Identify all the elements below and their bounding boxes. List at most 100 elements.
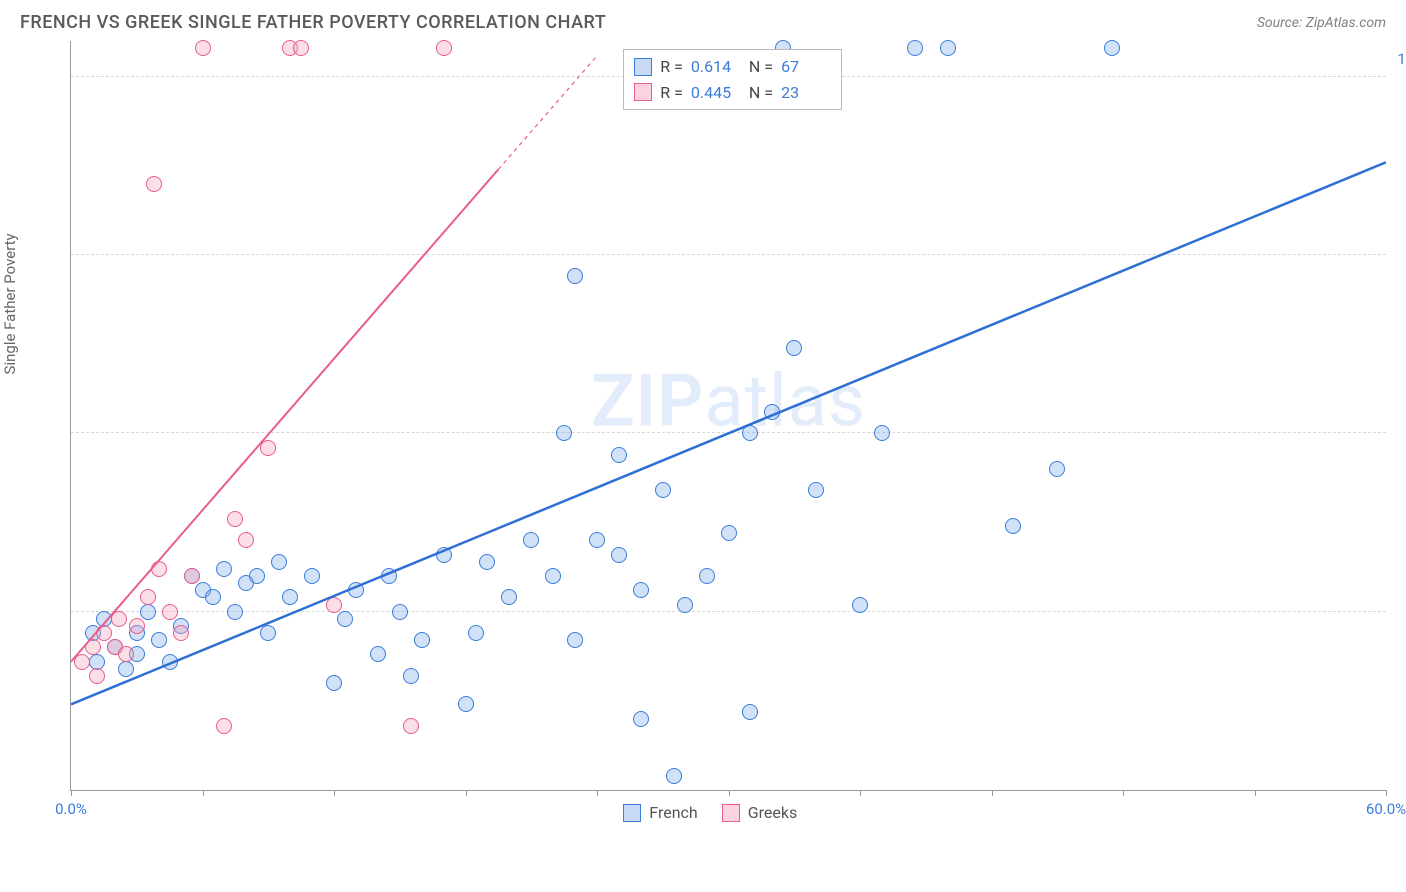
x-tick (1123, 790, 1124, 796)
x-tick-label: 0.0% (55, 800, 87, 818)
data-point (633, 582, 649, 598)
data-point (118, 661, 134, 677)
data-point (162, 654, 178, 670)
data-point (721, 525, 737, 541)
x-tick (860, 790, 861, 796)
x-tick (1255, 790, 1256, 796)
data-point (111, 611, 127, 627)
data-point (370, 646, 386, 662)
x-tick (992, 790, 993, 796)
legend-item-french: French (623, 803, 697, 822)
data-point (227, 511, 243, 527)
data-point (479, 554, 495, 570)
data-point (326, 597, 342, 613)
y-tick-label: 100.0% (1397, 50, 1406, 68)
data-point (238, 532, 254, 548)
x-tick (597, 790, 598, 796)
data-point (195, 40, 211, 56)
trend-lines (71, 41, 1386, 790)
data-point (216, 561, 232, 577)
data-point (567, 268, 583, 284)
data-point (907, 40, 923, 56)
data-point (74, 654, 90, 670)
data-point (655, 482, 671, 498)
data-point (140, 604, 156, 620)
data-point (337, 611, 353, 627)
data-point (611, 447, 627, 463)
data-point (140, 589, 156, 605)
data-point (381, 568, 397, 584)
chart-title: FRENCH VS GREEK SINGLE FATHER POVERTY CO… (20, 12, 606, 33)
data-point (436, 40, 452, 56)
data-point (523, 532, 539, 548)
data-point (666, 768, 682, 784)
data-point (89, 668, 105, 684)
x-tick (729, 790, 730, 796)
gridline (71, 432, 1386, 433)
data-point (282, 589, 298, 605)
swatch-icon (722, 804, 740, 822)
data-point (85, 639, 101, 655)
data-point (293, 40, 309, 56)
x-tick (334, 790, 335, 796)
data-point (216, 718, 232, 734)
data-point (589, 532, 605, 548)
gridline (71, 611, 1386, 612)
data-point (699, 568, 715, 584)
data-point (556, 425, 572, 441)
data-point (162, 604, 178, 620)
gridline (71, 254, 1386, 255)
x-tick (466, 790, 467, 796)
data-point (403, 668, 419, 684)
data-point (151, 561, 167, 577)
data-point (392, 604, 408, 620)
data-point (633, 711, 649, 727)
data-point (940, 40, 956, 56)
data-point (227, 604, 243, 620)
data-point (1005, 518, 1021, 534)
data-point (786, 340, 802, 356)
data-point (468, 625, 484, 641)
data-point (304, 568, 320, 584)
data-point (348, 582, 364, 598)
data-point (271, 554, 287, 570)
legend-row-french: R = 0.614 N = 67 (634, 54, 831, 80)
data-point (146, 176, 162, 192)
data-point (436, 547, 452, 563)
swatch-icon (623, 804, 641, 822)
data-point (118, 646, 134, 662)
data-point (1049, 461, 1065, 477)
data-point (129, 618, 145, 634)
data-point (458, 696, 474, 712)
data-point (611, 547, 627, 563)
data-point (173, 625, 189, 641)
chart-source: Source: ZipAtlas.com (1257, 15, 1386, 31)
swatch-french (634, 58, 652, 76)
data-point (151, 632, 167, 648)
correlation-legend: R = 0.614 N = 67 R = 0.445 N = 23 (623, 49, 842, 110)
data-point (874, 425, 890, 441)
legend-item-greeks: Greeks (722, 803, 798, 822)
data-point (764, 404, 780, 420)
data-point (501, 589, 517, 605)
watermark: ZIPatlas (591, 358, 866, 443)
data-point (742, 704, 758, 720)
data-point (249, 568, 265, 584)
chart-container: Single Father Poverty ZIPatlas R = 0.614… (40, 41, 1386, 831)
x-tick (1386, 790, 1387, 796)
data-point (184, 568, 200, 584)
data-point (205, 589, 221, 605)
data-point (567, 632, 583, 648)
x-tick (203, 790, 204, 796)
data-point (1104, 40, 1120, 56)
data-point (403, 718, 419, 734)
scatter-plot: ZIPatlas R = 0.614 N = 67 R = 0.445 N = … (70, 41, 1386, 791)
data-point (742, 425, 758, 441)
data-point (677, 597, 693, 613)
y-axis-label: Single Father Poverty (1, 233, 19, 374)
swatch-greeks (634, 83, 652, 101)
x-tick (71, 790, 72, 796)
data-point (852, 597, 868, 613)
data-point (414, 632, 430, 648)
data-point (260, 625, 276, 641)
